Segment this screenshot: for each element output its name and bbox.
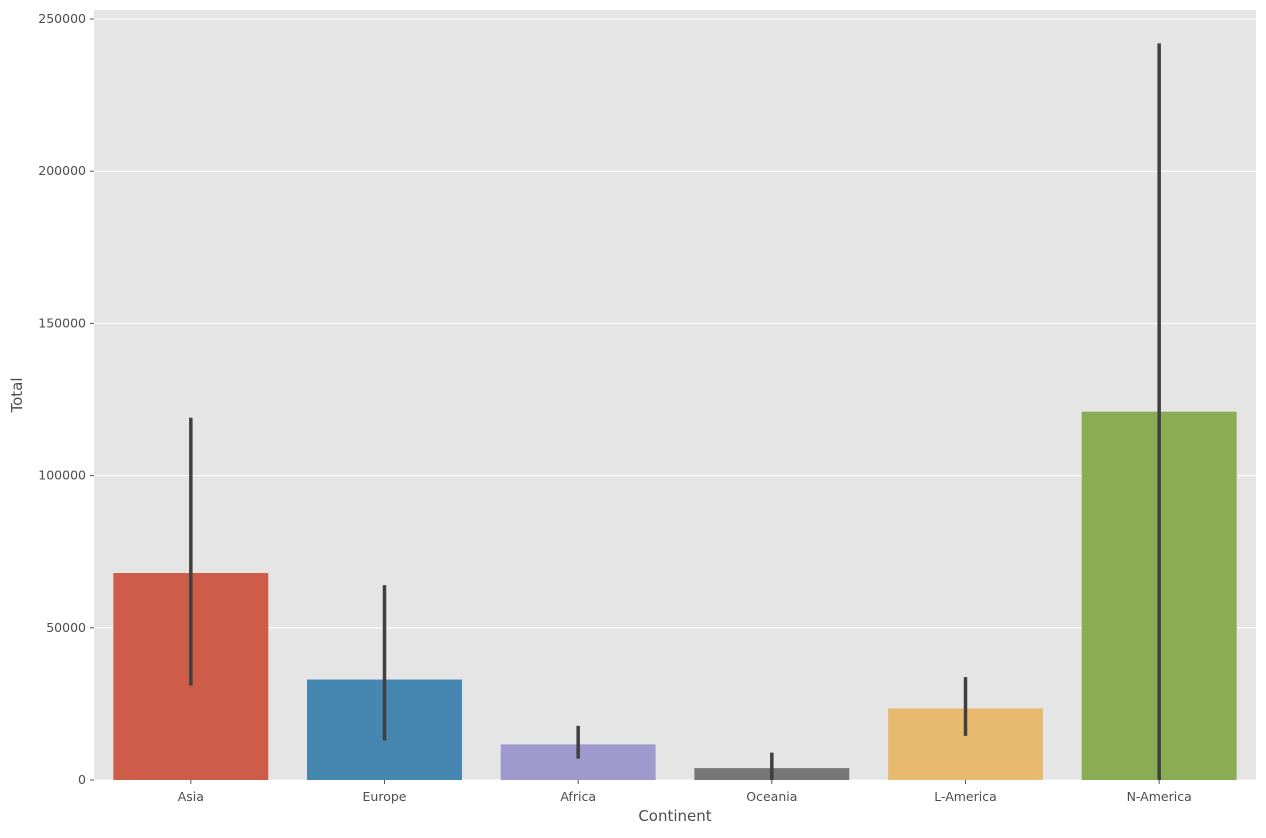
y-axis-ticks: 0 50000 100000 150000 200000 250000 bbox=[38, 11, 94, 787]
x-axis-ticks: Asia Europe Africa Oceania L-America N-Americ… bbox=[178, 780, 1192, 804]
y-tick-label: 50000 bbox=[46, 620, 86, 635]
y-axis-label: Total bbox=[8, 377, 26, 413]
y-tick-label: 0 bbox=[78, 772, 86, 787]
grid-lines bbox=[94, 18, 1256, 781]
plot-background bbox=[94, 10, 1256, 780]
y-tick-label: 250000 bbox=[38, 11, 86, 26]
x-tick-label: N-America bbox=[1127, 789, 1192, 804]
x-tick-label: Europe bbox=[363, 789, 407, 804]
y-tick-label: 100000 bbox=[38, 468, 86, 483]
x-tick-label: Oceania bbox=[746, 789, 797, 804]
x-tick-label: Africa bbox=[560, 789, 596, 804]
x-tick-label: L-America bbox=[934, 789, 997, 804]
x-tick-label: Asia bbox=[178, 789, 204, 804]
x-axis-label: Continent bbox=[638, 807, 711, 825]
y-tick-label: 200000 bbox=[38, 163, 86, 178]
y-tick-label: 150000 bbox=[38, 315, 86, 330]
error-bars bbox=[189, 43, 1161, 780]
